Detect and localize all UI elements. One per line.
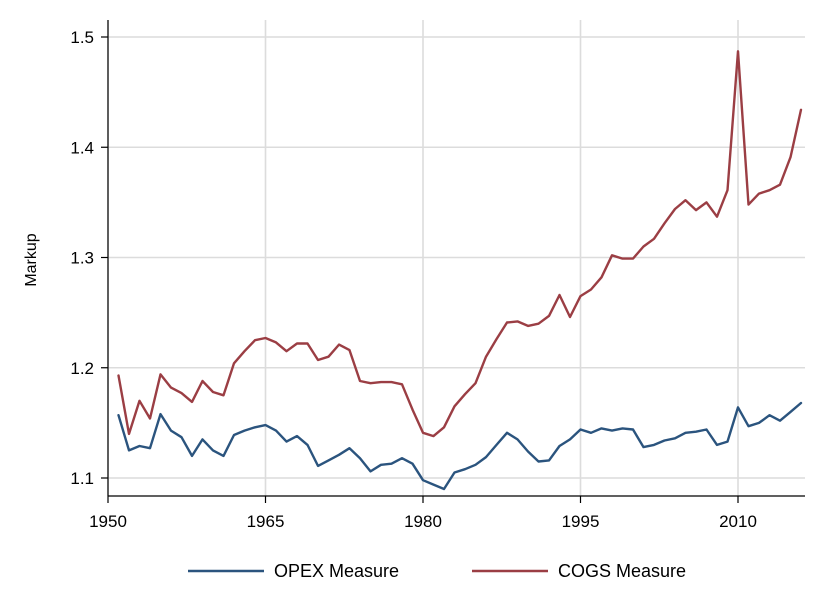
y-tick-label: 1.5 <box>70 28 94 47</box>
axes: 1.1 1.2 1.3 1.4 1.5 1950 1965 1980 1995 2010 <box>70 20 805 531</box>
y-tick-label: 1.2 <box>70 359 94 378</box>
x-tick-label: 2010 <box>719 512 757 531</box>
y-tick-label: 1.4 <box>70 138 94 157</box>
cogs-legend-label: COGS Measure <box>558 561 686 581</box>
series-lines <box>117 50 803 491</box>
x-tick-label: 1965 <box>247 512 285 531</box>
y-tick-label: 1.3 <box>70 249 94 268</box>
opex-legend-label: OPEX Measure <box>274 561 399 581</box>
opex-series-line <box>117 401 803 491</box>
x-tick-label: 1950 <box>89 512 127 531</box>
x-tick-label: 1995 <box>562 512 600 531</box>
y-tick-label: 1.1 <box>70 469 94 488</box>
legend: OPEX Measure COGS Measure <box>188 561 686 581</box>
y-axis-title: Markup <box>23 233 40 286</box>
x-tick-label: 1980 <box>404 512 442 531</box>
cogs-series-line <box>117 50 803 438</box>
gridlines <box>107 20 805 496</box>
